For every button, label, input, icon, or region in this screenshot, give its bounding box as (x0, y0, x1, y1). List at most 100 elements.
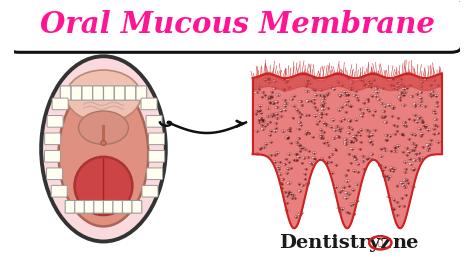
Ellipse shape (294, 153, 297, 155)
Ellipse shape (339, 93, 344, 95)
FancyBboxPatch shape (132, 201, 142, 213)
Ellipse shape (402, 179, 408, 181)
FancyBboxPatch shape (148, 133, 164, 145)
Ellipse shape (401, 184, 406, 186)
Ellipse shape (296, 155, 301, 158)
Ellipse shape (398, 92, 404, 94)
Ellipse shape (346, 100, 350, 101)
Ellipse shape (378, 165, 383, 167)
Ellipse shape (301, 147, 304, 149)
Ellipse shape (349, 204, 354, 206)
Ellipse shape (322, 122, 326, 123)
Ellipse shape (355, 183, 360, 186)
Ellipse shape (327, 92, 330, 94)
Ellipse shape (301, 105, 304, 106)
Ellipse shape (305, 86, 308, 87)
Ellipse shape (261, 96, 264, 97)
Ellipse shape (351, 189, 356, 190)
FancyBboxPatch shape (142, 185, 158, 197)
Ellipse shape (331, 87, 336, 90)
Ellipse shape (349, 162, 352, 164)
Ellipse shape (262, 146, 266, 148)
Ellipse shape (348, 153, 351, 155)
Ellipse shape (269, 154, 273, 156)
Ellipse shape (391, 107, 396, 109)
Ellipse shape (295, 109, 299, 110)
Ellipse shape (340, 106, 344, 107)
Ellipse shape (325, 162, 330, 164)
Ellipse shape (374, 85, 379, 87)
Ellipse shape (289, 142, 293, 144)
Ellipse shape (382, 87, 385, 89)
Ellipse shape (367, 80, 371, 82)
Ellipse shape (269, 121, 272, 123)
Ellipse shape (257, 109, 262, 111)
Ellipse shape (365, 130, 368, 131)
Ellipse shape (420, 157, 425, 160)
Ellipse shape (429, 139, 433, 141)
Ellipse shape (353, 89, 358, 92)
Ellipse shape (406, 87, 409, 88)
Ellipse shape (305, 90, 310, 93)
Ellipse shape (349, 140, 353, 143)
Ellipse shape (428, 94, 432, 95)
Ellipse shape (412, 103, 417, 105)
Ellipse shape (287, 191, 292, 193)
Ellipse shape (322, 102, 327, 104)
Ellipse shape (331, 137, 336, 140)
Ellipse shape (361, 80, 364, 82)
Ellipse shape (349, 89, 352, 90)
Ellipse shape (275, 113, 279, 114)
Ellipse shape (275, 152, 280, 154)
Ellipse shape (287, 129, 291, 131)
Ellipse shape (411, 168, 416, 170)
Ellipse shape (306, 182, 310, 184)
Ellipse shape (402, 205, 405, 207)
Ellipse shape (360, 79, 363, 80)
Ellipse shape (326, 141, 329, 143)
Ellipse shape (383, 115, 387, 117)
Ellipse shape (354, 119, 358, 121)
Ellipse shape (257, 84, 262, 87)
Ellipse shape (319, 95, 321, 96)
Ellipse shape (358, 134, 362, 135)
Ellipse shape (346, 169, 349, 171)
Ellipse shape (369, 86, 372, 88)
Ellipse shape (382, 110, 386, 113)
Ellipse shape (268, 134, 271, 135)
Ellipse shape (264, 123, 269, 125)
Ellipse shape (327, 107, 329, 109)
FancyBboxPatch shape (71, 86, 82, 100)
Ellipse shape (432, 111, 437, 114)
Ellipse shape (276, 94, 281, 97)
Ellipse shape (390, 167, 393, 169)
Ellipse shape (362, 84, 365, 86)
Ellipse shape (401, 94, 405, 96)
Ellipse shape (343, 143, 348, 145)
Ellipse shape (392, 133, 397, 135)
Ellipse shape (277, 173, 283, 176)
Ellipse shape (332, 129, 337, 131)
Ellipse shape (292, 95, 296, 97)
Ellipse shape (343, 141, 348, 143)
Ellipse shape (342, 118, 346, 119)
Ellipse shape (257, 121, 261, 123)
Ellipse shape (302, 157, 306, 159)
Ellipse shape (367, 110, 371, 112)
Ellipse shape (275, 117, 279, 119)
Ellipse shape (274, 101, 278, 103)
Ellipse shape (391, 115, 394, 117)
Ellipse shape (431, 94, 434, 96)
Ellipse shape (274, 106, 279, 109)
Ellipse shape (330, 172, 335, 174)
Ellipse shape (324, 114, 328, 115)
Ellipse shape (286, 182, 292, 184)
Ellipse shape (363, 168, 366, 170)
Ellipse shape (346, 94, 350, 96)
Ellipse shape (408, 118, 410, 119)
Ellipse shape (422, 126, 425, 127)
Ellipse shape (273, 155, 277, 156)
FancyBboxPatch shape (136, 86, 146, 100)
Ellipse shape (101, 141, 106, 146)
Ellipse shape (343, 197, 348, 199)
